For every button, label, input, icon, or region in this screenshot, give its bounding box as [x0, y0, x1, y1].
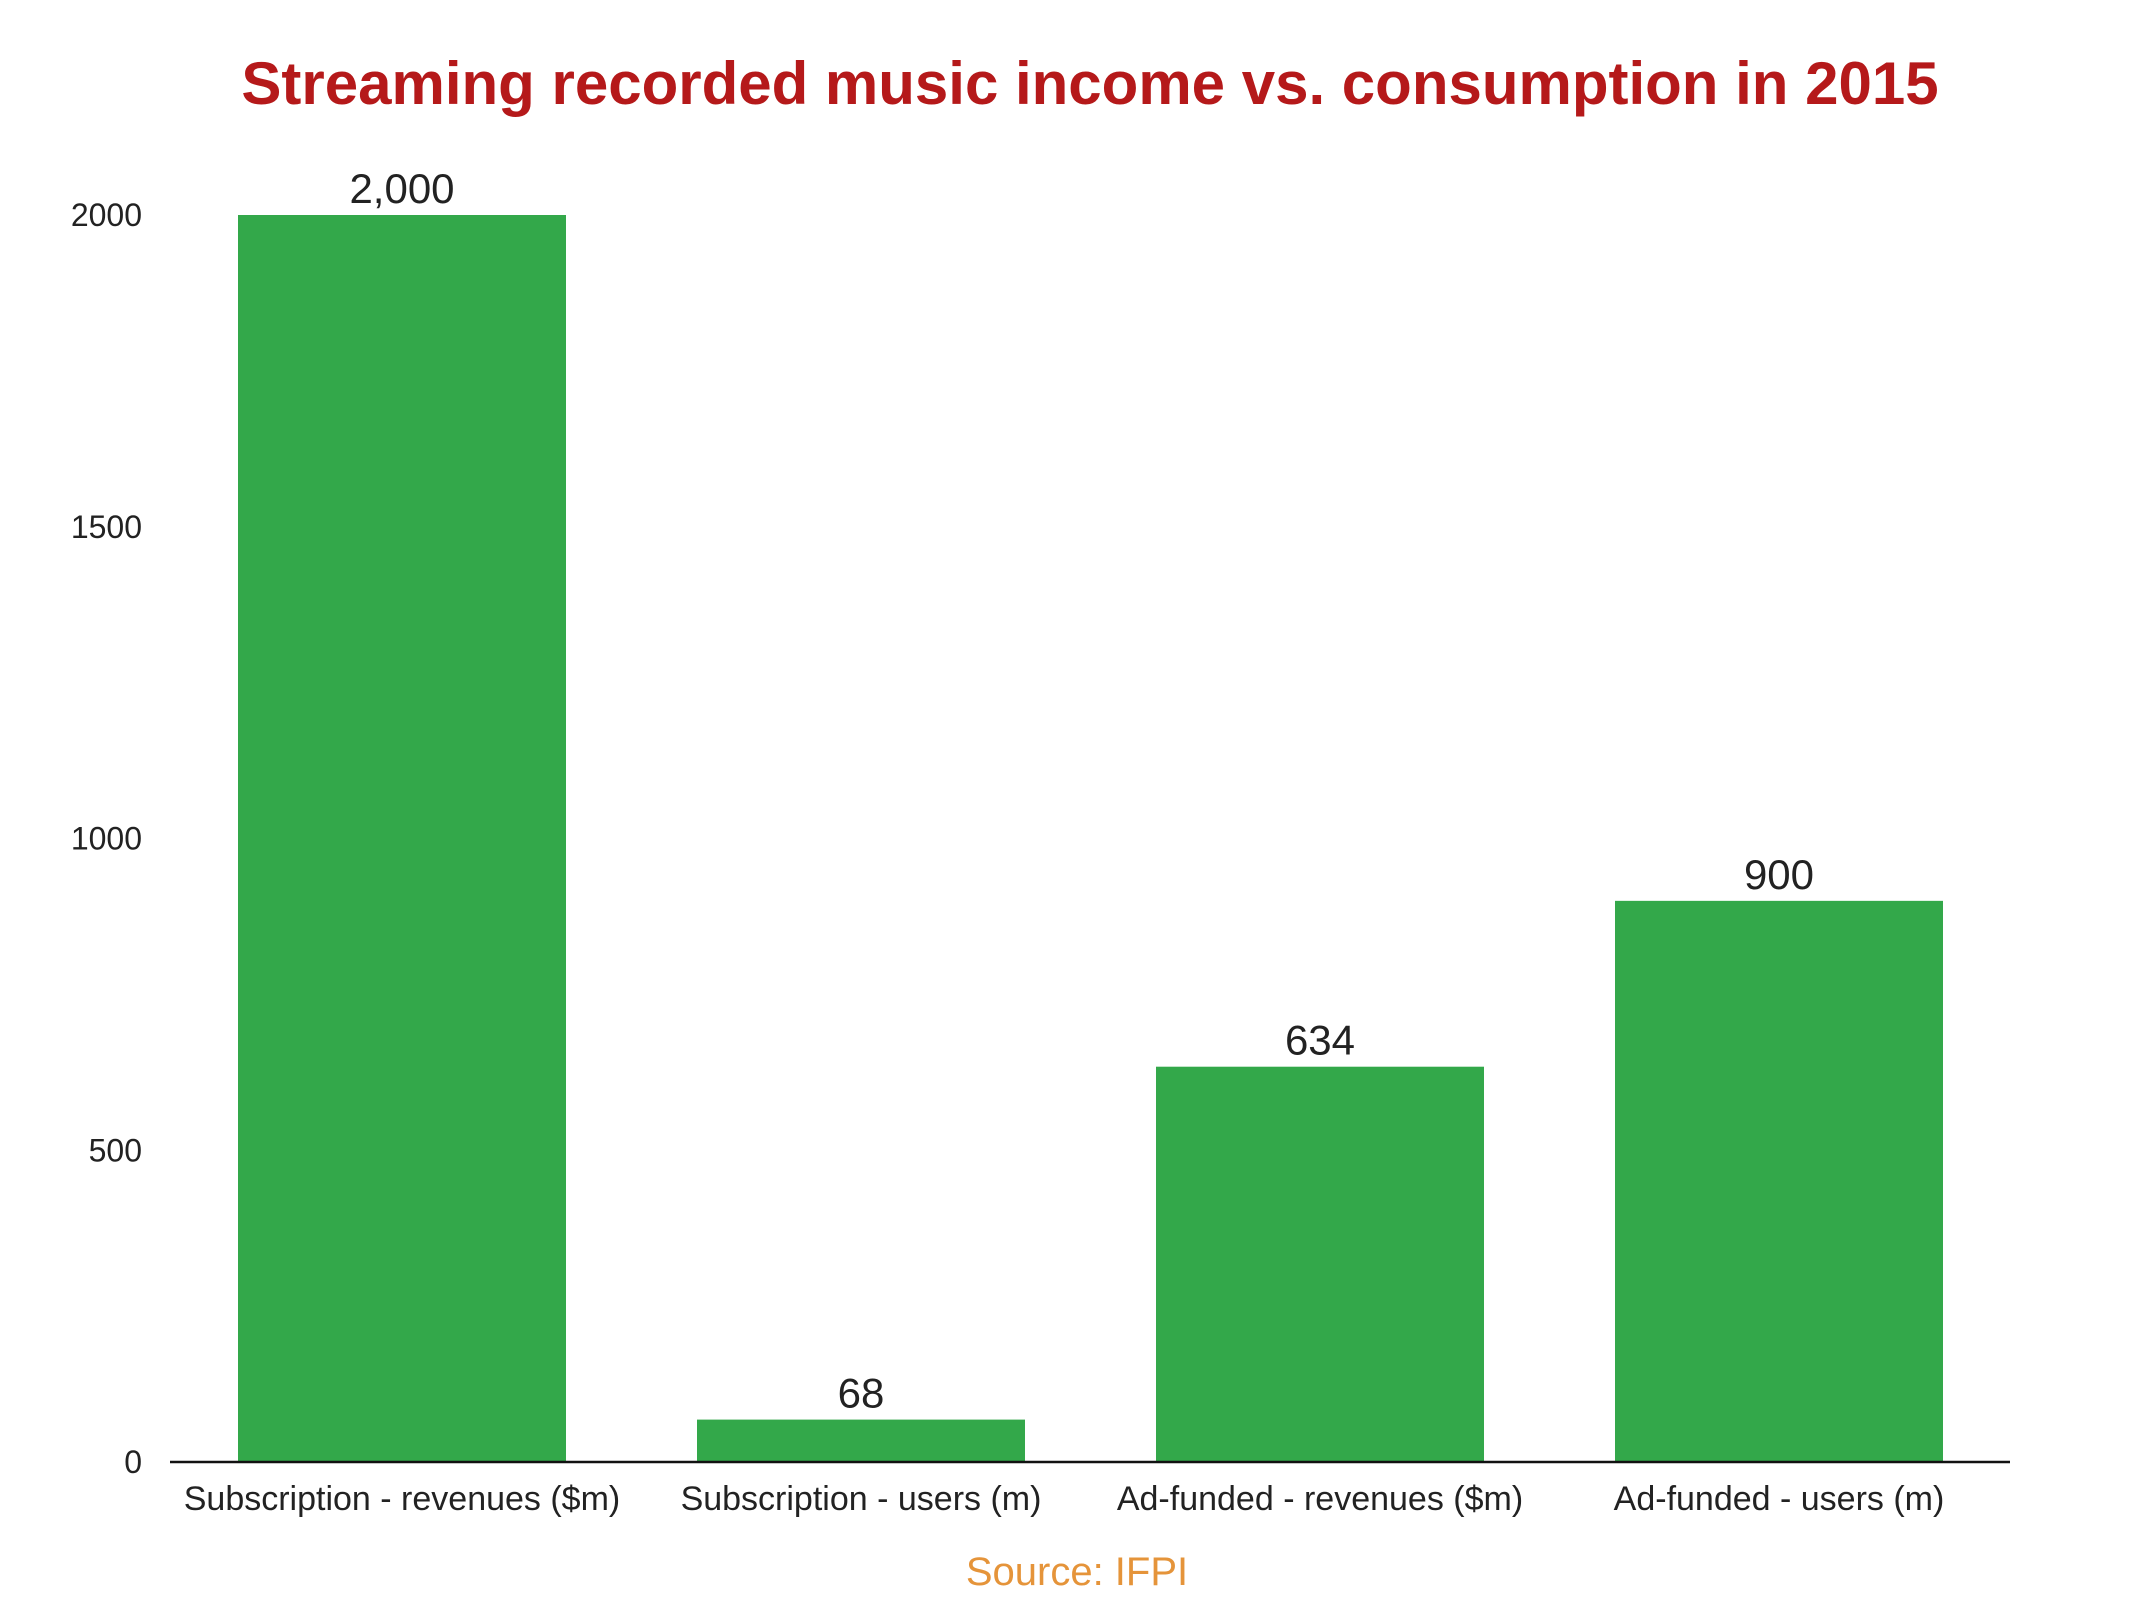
- y-tick-label: 500: [89, 1132, 142, 1168]
- bar-value-label: 900: [1744, 851, 1814, 898]
- chart-title: Streaming recorded music income vs. cons…: [241, 50, 1938, 117]
- x-category-label: Subscription - revenues ($m): [184, 1480, 621, 1518]
- x-category-label: Subscription - users (m): [681, 1480, 1042, 1518]
- x-axis-labels: Subscription - revenues ($m) Subscription…: [184, 1480, 1945, 1518]
- bars-group: [238, 215, 1943, 1462]
- bar: [1156, 1066, 1484, 1462]
- bar: [238, 215, 566, 1462]
- source-note: Source: IFPI: [966, 1550, 1188, 1594]
- y-tick-label: 1500: [71, 509, 142, 545]
- data-labels-group: 2,000 68 634 900: [349, 165, 1814, 1417]
- bar: [1615, 900, 1943, 1462]
- y-tick-label: 0: [124, 1444, 142, 1480]
- x-category-label: Ad-funded - revenues ($m): [1117, 1480, 1523, 1518]
- bar-value-label: 634: [1285, 1017, 1355, 1064]
- y-tick-label: 1000: [71, 821, 142, 857]
- bar-value-label: 2,000: [349, 165, 454, 212]
- y-tick-label: 2000: [71, 197, 142, 233]
- bar-value-label: 68: [838, 1370, 885, 1417]
- bar: [697, 1419, 1025, 1462]
- y-axis-ticks: 0 500 1000 1500 2000: [71, 197, 142, 1480]
- x-category-label: Ad-funded - users (m): [1614, 1480, 1945, 1518]
